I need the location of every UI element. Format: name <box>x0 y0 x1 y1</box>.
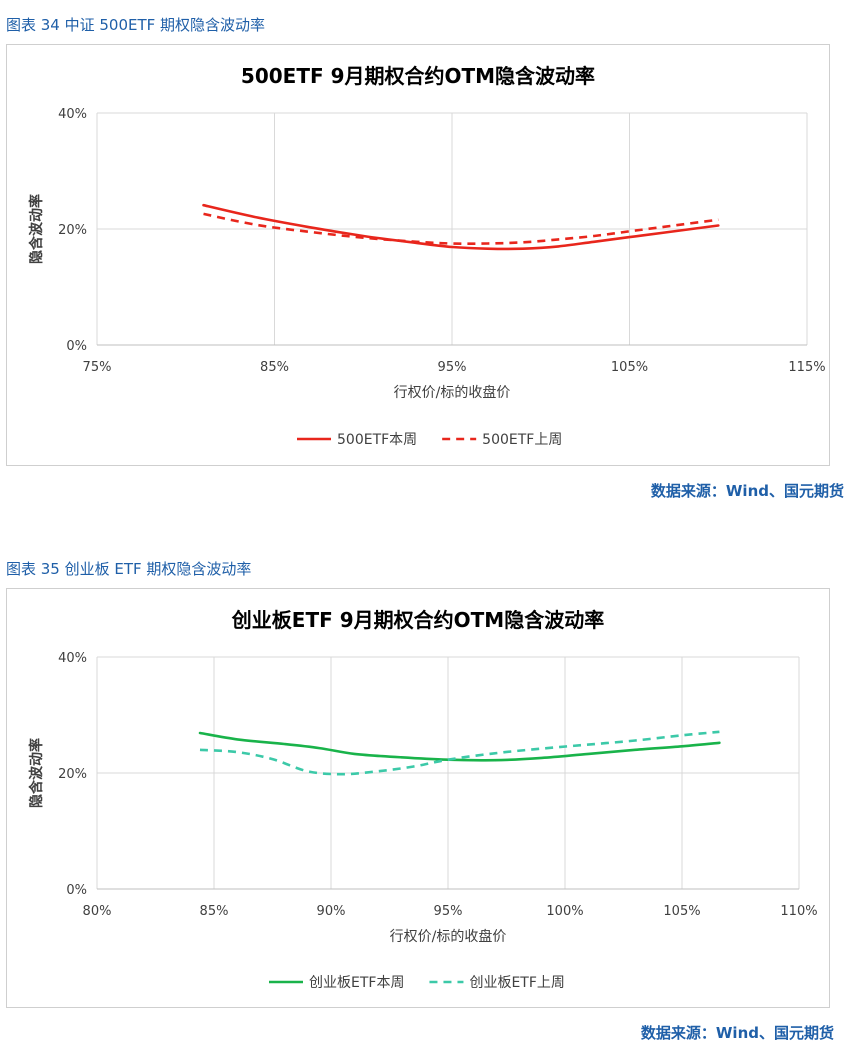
x-tick-label: 85% <box>260 360 289 375</box>
series-line <box>202 203 720 251</box>
x-axis-title: 行权价/标的收盘价 <box>390 928 507 945</box>
x-tick-label: 105% <box>663 904 700 919</box>
x-tick-label: 115% <box>788 360 825 375</box>
legend-label: 创业板ETF上周 <box>469 975 564 991</box>
chart-500etf: 500ETF 9月期权合约OTM隐含波动率 75% 85% 95% 105% 115% 0%… <box>28 64 826 448</box>
x-tick-label: 105% <box>611 360 648 375</box>
chart-title: 创业板ETF 9月期权合约OTM隐含波动率 <box>231 608 604 632</box>
y-tick-label: 20% <box>58 767 87 782</box>
legend-label: 500ETF上周 <box>482 432 562 448</box>
y-tick-label: 0% <box>66 339 87 354</box>
legend-label: 500ETF本周 <box>337 432 417 448</box>
series-line <box>203 212 719 245</box>
figure-caption-34: 图表 34 中证 500ETF 期权隐含波动率 <box>6 16 266 34</box>
chart-title: 500ETF 9月期权合约OTM隐含波动率 <box>241 64 595 88</box>
chart-panel-500etf: 500ETF 9月期权合约OTM隐含波动率 75% 85% 95% 105% 115% 0%… <box>6 44 830 466</box>
x-tick-label: 110% <box>780 904 817 919</box>
data-source-1: 数据来源：Wind、国元期货 <box>650 482 844 500</box>
y-tick-label: 40% <box>58 107 87 122</box>
x-axis-title: 行权价/标的收盘价 <box>394 384 511 401</box>
figure-caption-35: 图表 35 创业板 ETF 期权隐含波动率 <box>6 560 252 578</box>
x-tick-label: 95% <box>438 360 467 375</box>
y-tick-label: 40% <box>58 651 87 666</box>
chart-panel-chinext-etf: 创业板ETF 9月期权合约OTM隐含波动率 80% 85% 90% 95% 100% 105… <box>6 588 830 1008</box>
data-source-2: 数据来源：Wind、国元期货 <box>640 1024 834 1042</box>
y-axis-title: 隐含波动率 <box>28 194 45 264</box>
y-tick-label: 20% <box>58 223 87 238</box>
x-tick-label: 100% <box>546 904 583 919</box>
x-tick-label: 85% <box>200 904 229 919</box>
legend-label: 创业板ETF本周 <box>309 975 404 991</box>
x-tick-label: 80% <box>83 904 112 919</box>
x-tick-label: 75% <box>83 360 112 375</box>
y-tick-label: 0% <box>66 883 87 898</box>
y-axis-title: 隐含波动率 <box>28 738 45 808</box>
x-tick-label: 90% <box>317 904 346 919</box>
chart-chinext-etf: 创业板ETF 9月期权合约OTM隐含波动率 80% 85% 90% 95% 100% 105… <box>28 608 818 991</box>
x-tick-label: 95% <box>434 904 463 919</box>
series-line <box>198 731 721 762</box>
series-line <box>199 730 720 776</box>
